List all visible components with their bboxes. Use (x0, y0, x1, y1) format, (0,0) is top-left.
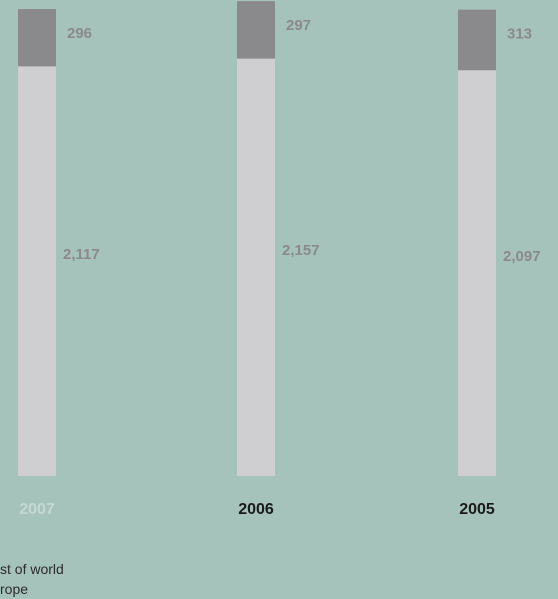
value-label-europe-2006: 2,157 (282, 242, 320, 259)
value-label-rest-of-world-2006: 297 (286, 17, 311, 34)
chart-legend: st of world rope (0, 561, 64, 597)
value-label-europe-2005: 2,097 (503, 248, 541, 265)
bar-segment-europe-2006 (237, 59, 275, 476)
bar-segment-rest-of-world-2007 (18, 9, 56, 66)
year-label-2006: 2006 (238, 501, 274, 518)
bar-segment-rest-of-world-2006 (237, 1, 275, 58)
value-label-rest-of-world-2005: 313 (507, 26, 532, 43)
bar-segment-europe-2007 (18, 66, 56, 476)
legend-item-europe: rope (0, 581, 28, 597)
value-label-europe-2007: 2,117 (63, 246, 100, 263)
bar-segment-europe-2005 (458, 70, 496, 476)
year-label-2007: 2007 (19, 501, 55, 518)
bar-segment-rest-of-world-2005 (458, 10, 496, 71)
year-label-2005: 2005 (459, 501, 495, 518)
legend-item-rest-of-world: st of world (0, 561, 64, 577)
value-label-rest-of-world-2007: 296 (67, 25, 92, 42)
